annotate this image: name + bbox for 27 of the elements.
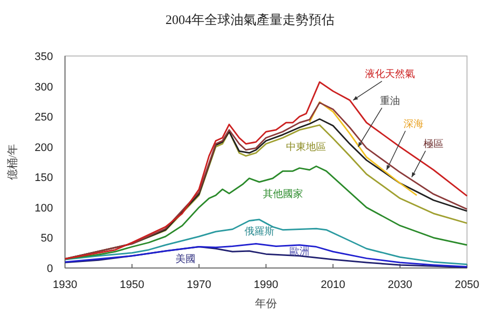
series-label: 其他國家: [262, 188, 303, 200]
y-tick-label: 350: [34, 51, 53, 63]
text: 極區: [424, 138, 444, 150]
y-tick-label: 200: [34, 142, 53, 154]
x-axis-title: 年份: [255, 298, 277, 310]
series-label: 中東地區: [286, 140, 326, 153]
y-tick-label: 0: [46, 263, 53, 275]
series-label: 美國: [176, 252, 196, 265]
x-tick-label: 2010: [320, 279, 346, 291]
series-label: 歐洲: [290, 246, 310, 258]
x-tick-label: 2050: [454, 279, 480, 291]
x-tick-label: 1950: [120, 279, 144, 291]
chart-title: 2004年全球油氣產量走勢預估: [166, 12, 334, 27]
y-tick-label: 100: [34, 202, 53, 214]
text: 重油: [380, 94, 400, 107]
text: 深海: [403, 118, 424, 130]
x-tick-label: 1930: [52, 279, 78, 291]
y-axis-title: 億桶/年: [6, 144, 19, 180]
text: 液化天然氣: [364, 68, 415, 80]
y-tick-label: 300: [34, 81, 53, 94]
x-tick-label: 2030: [388, 279, 412, 291]
series-label: 俄羅斯: [244, 226, 274, 238]
y-tick-label: 50: [40, 232, 53, 245]
x-tick-label: 1990: [254, 279, 278, 291]
x-tick-label: 1970: [186, 279, 212, 291]
y-tick-label: 150: [34, 172, 53, 184]
y-tick-label: 250: [34, 112, 53, 124]
